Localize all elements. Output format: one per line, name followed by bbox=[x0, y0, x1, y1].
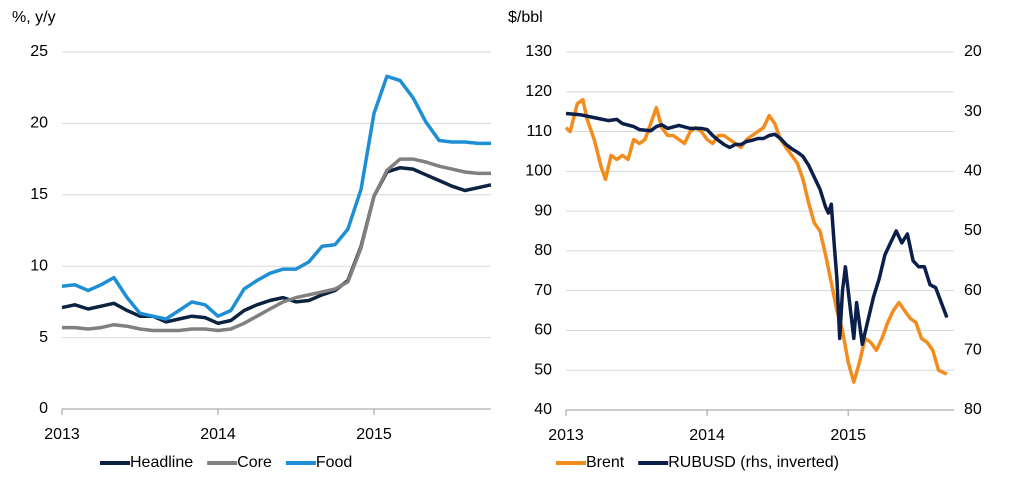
y-tick-label: 100 bbox=[525, 163, 552, 180]
legend-label: Brent bbox=[586, 454, 625, 471]
y-tick-label: 40 bbox=[534, 401, 552, 418]
y-tick-label: 130 bbox=[525, 43, 552, 60]
y2-tick-label: 60 bbox=[964, 282, 982, 299]
y-tick-label: 50 bbox=[534, 361, 552, 378]
y-tick-label: 15 bbox=[30, 186, 48, 203]
y2-tick-label: 70 bbox=[964, 342, 982, 359]
y-tick-label: 120 bbox=[525, 83, 552, 100]
x-tick-label: 2013 bbox=[44, 426, 80, 443]
y2-tick-label: 40 bbox=[964, 163, 982, 180]
legend-label: Headline bbox=[130, 454, 193, 471]
y-tick-label: 110 bbox=[526, 123, 552, 140]
y-axis-label: $/bbl bbox=[508, 9, 543, 26]
x-tick-label: 2014 bbox=[200, 426, 236, 443]
series-line bbox=[61, 165, 492, 326]
y-tick-label: 80 bbox=[534, 242, 552, 259]
series-line bbox=[565, 111, 949, 347]
y-tick-label: 70 bbox=[534, 282, 552, 299]
legend-label: Food bbox=[316, 454, 352, 471]
x-tick-label: 2015 bbox=[830, 427, 866, 444]
legend-label: RUBUSD (rhs, inverted) bbox=[668, 454, 839, 471]
series-line bbox=[61, 74, 491, 321]
y-tick-label: 20 bbox=[30, 115, 48, 132]
y2-tick-label: 80 bbox=[964, 401, 982, 418]
y-tick-label: 5 bbox=[39, 329, 48, 346]
y-tick-label: 25 bbox=[30, 43, 48, 60]
y-tick-label: 0 bbox=[39, 400, 48, 417]
x-tick-label: 2015 bbox=[356, 426, 392, 443]
series-line bbox=[62, 157, 491, 333]
y-tick-label: 60 bbox=[534, 322, 552, 339]
x-tick-label: 2013 bbox=[548, 427, 584, 444]
y-tick-label: 10 bbox=[30, 257, 48, 274]
y2-tick-label: 20 bbox=[964, 43, 982, 60]
y-tick-label: 90 bbox=[534, 202, 552, 219]
x-tick-label: 2014 bbox=[689, 427, 725, 444]
series-line bbox=[564, 97, 948, 384]
y2-tick-label: 50 bbox=[964, 222, 982, 239]
y-axis-label: %, y/y bbox=[12, 9, 56, 26]
legend-label: Core bbox=[237, 454, 272, 471]
y2-tick-label: 30 bbox=[964, 103, 982, 120]
